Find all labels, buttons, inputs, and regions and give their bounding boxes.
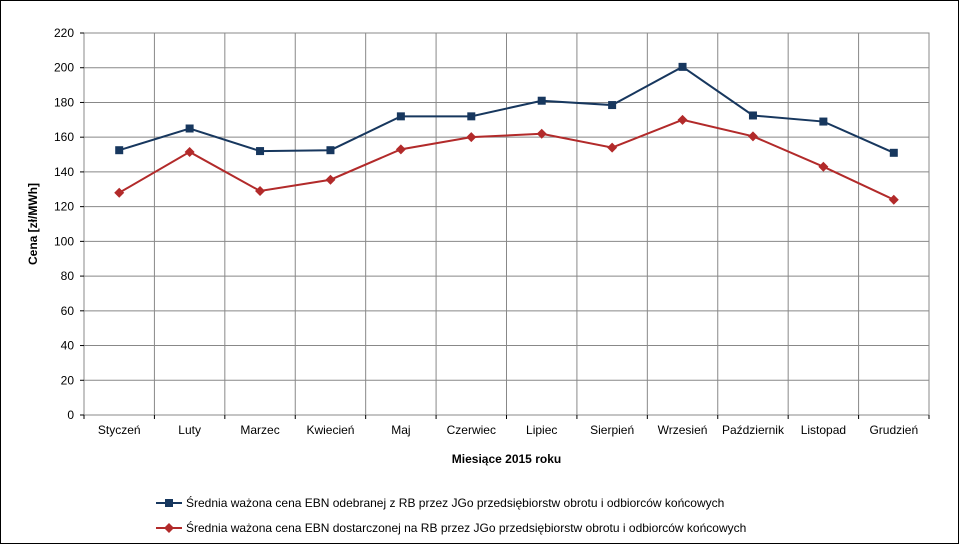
data-point: [255, 186, 266, 197]
data-point: [466, 132, 477, 143]
x-tick-label: Styczeń: [98, 423, 141, 437]
y-tick-label: 220: [54, 26, 74, 40]
x-tick-label: Marzec: [240, 423, 279, 437]
series-line: [118, 118, 895, 201]
grid-lines: [84, 32, 929, 416]
series-group: [114, 62, 899, 205]
x-tick-label: Listopad: [801, 423, 846, 437]
x-axis-title: Miesiące 2015 roku: [452, 452, 561, 466]
y-axis-title: Cena [zł/MWh]: [26, 183, 40, 265]
data-point: [325, 174, 336, 185]
y-tick-label: 100: [54, 234, 74, 248]
y-tick-label: 160: [54, 130, 74, 144]
data-point: [114, 187, 125, 198]
legend-item-1: Średnia ważona cena EBN odebranej z RB p…: [156, 495, 724, 510]
y-tick-label: 40: [61, 339, 75, 353]
data-point: [677, 114, 688, 125]
x-tick-label: Kwiecień: [306, 423, 354, 437]
x-tick-label: Sierpień: [590, 423, 634, 437]
y-tick-label: 140: [54, 165, 74, 179]
data-point: [818, 161, 829, 172]
data-point: [256, 147, 265, 156]
x-tick-label: Lipiec: [526, 423, 557, 437]
data-point: [607, 142, 618, 153]
legend-item-2: Średnia ważona cena EBN dostarczonej na …: [156, 520, 746, 535]
data-point: [819, 117, 828, 126]
x-tick-label: Maj: [391, 423, 410, 437]
x-tick-label: Wrzesień: [658, 423, 708, 437]
data-point: [184, 146, 195, 157]
x-tick-label: Październik: [722, 423, 785, 437]
y-tick-label: 200: [54, 61, 74, 75]
series-line: [118, 65, 895, 154]
y-tick-label: 120: [54, 200, 74, 214]
legend: Średnia ważona cena EBN odebranej z RB p…: [156, 495, 746, 535]
x-tick-label: Czerwiec: [447, 423, 496, 437]
data-point: [536, 128, 547, 139]
x-tick-label: Grudzień: [869, 423, 918, 437]
y-tick-label: 0: [67, 408, 74, 422]
data-point: [396, 112, 405, 121]
y-tick-label: 80: [61, 269, 75, 283]
legend-marker: [164, 523, 174, 533]
data-point: [748, 111, 757, 120]
data-point: [185, 124, 194, 133]
y-axis-ticks: 0 20 40 60 80 100 120 140 160 180 200 220: [54, 26, 84, 422]
data-point: [747, 131, 758, 142]
legend-marker: [165, 499, 173, 507]
data-point: [395, 144, 406, 155]
x-tick-label: Luty: [178, 423, 201, 437]
series-2: [114, 114, 899, 205]
y-tick-label: 60: [61, 304, 75, 318]
data-point: [608, 101, 617, 110]
data-point: [115, 146, 124, 155]
data-point: [537, 96, 546, 105]
legend-label: Średnia ważona cena EBN dostarczonej na …: [186, 520, 746, 535]
data-point: [467, 112, 476, 121]
x-axis-ticks: Styczeń Luty Marzec Kwiecień Maj Czerwiec Lipi…: [83, 415, 930, 437]
legend-label: Średnia ważona cena EBN odebranej z RB p…: [186, 495, 724, 510]
data-point: [889, 148, 898, 157]
data-point: [326, 146, 335, 155]
series-1: [115, 62, 898, 157]
y-tick-label: 180: [54, 95, 74, 109]
data-point: [678, 62, 687, 71]
data-point: [888, 194, 899, 205]
y-tick-label: 20: [61, 373, 75, 387]
